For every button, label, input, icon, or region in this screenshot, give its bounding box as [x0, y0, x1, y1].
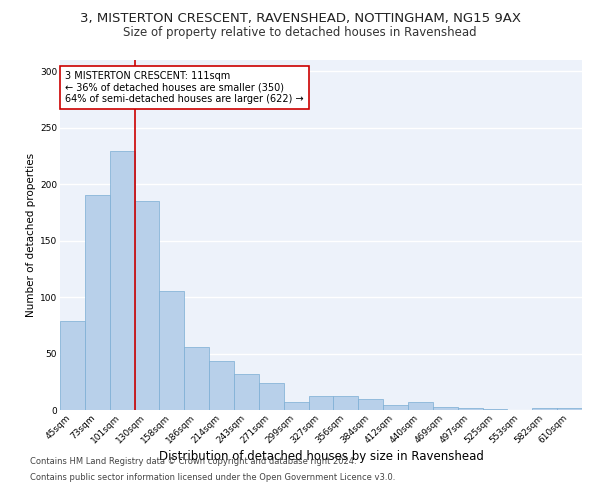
Text: Size of property relative to detached houses in Ravenshead: Size of property relative to detached ho… [123, 26, 477, 39]
Bar [160, 292, 184, 410]
Text: Contains HM Land Registry data © Crown copyright and database right 2024.: Contains HM Land Registry data © Crown c… [30, 458, 356, 466]
Bar [284, 402, 308, 410]
Bar [234, 374, 259, 410]
Text: 3 MISTERTON CRESCENT: 111sqm
← 36% of detached houses are smaller (350)
64% of s: 3 MISTERTON CRESCENT: 111sqm ← 36% of de… [65, 70, 304, 104]
Bar [433, 406, 458, 410]
Bar [110, 152, 134, 410]
Bar [134, 201, 160, 410]
Bar [85, 196, 110, 410]
Bar [482, 409, 508, 410]
X-axis label: Distribution of detached houses by size in Ravenshead: Distribution of detached houses by size … [158, 450, 484, 464]
Bar [532, 408, 557, 410]
Bar [557, 408, 582, 410]
Bar [358, 398, 383, 410]
Bar [458, 408, 482, 410]
Bar [308, 396, 334, 410]
Bar [383, 406, 408, 410]
Bar [60, 321, 85, 410]
Bar [259, 383, 284, 410]
Bar [184, 347, 209, 410]
Y-axis label: Number of detached properties: Number of detached properties [26, 153, 36, 317]
Bar [209, 362, 234, 410]
Text: Contains public sector information licensed under the Open Government Licence v3: Contains public sector information licen… [30, 472, 395, 482]
Bar [408, 402, 433, 410]
Text: 3, MISTERTON CRESCENT, RAVENSHEAD, NOTTINGHAM, NG15 9AX: 3, MISTERTON CRESCENT, RAVENSHEAD, NOTTI… [79, 12, 521, 25]
Bar [334, 396, 358, 410]
